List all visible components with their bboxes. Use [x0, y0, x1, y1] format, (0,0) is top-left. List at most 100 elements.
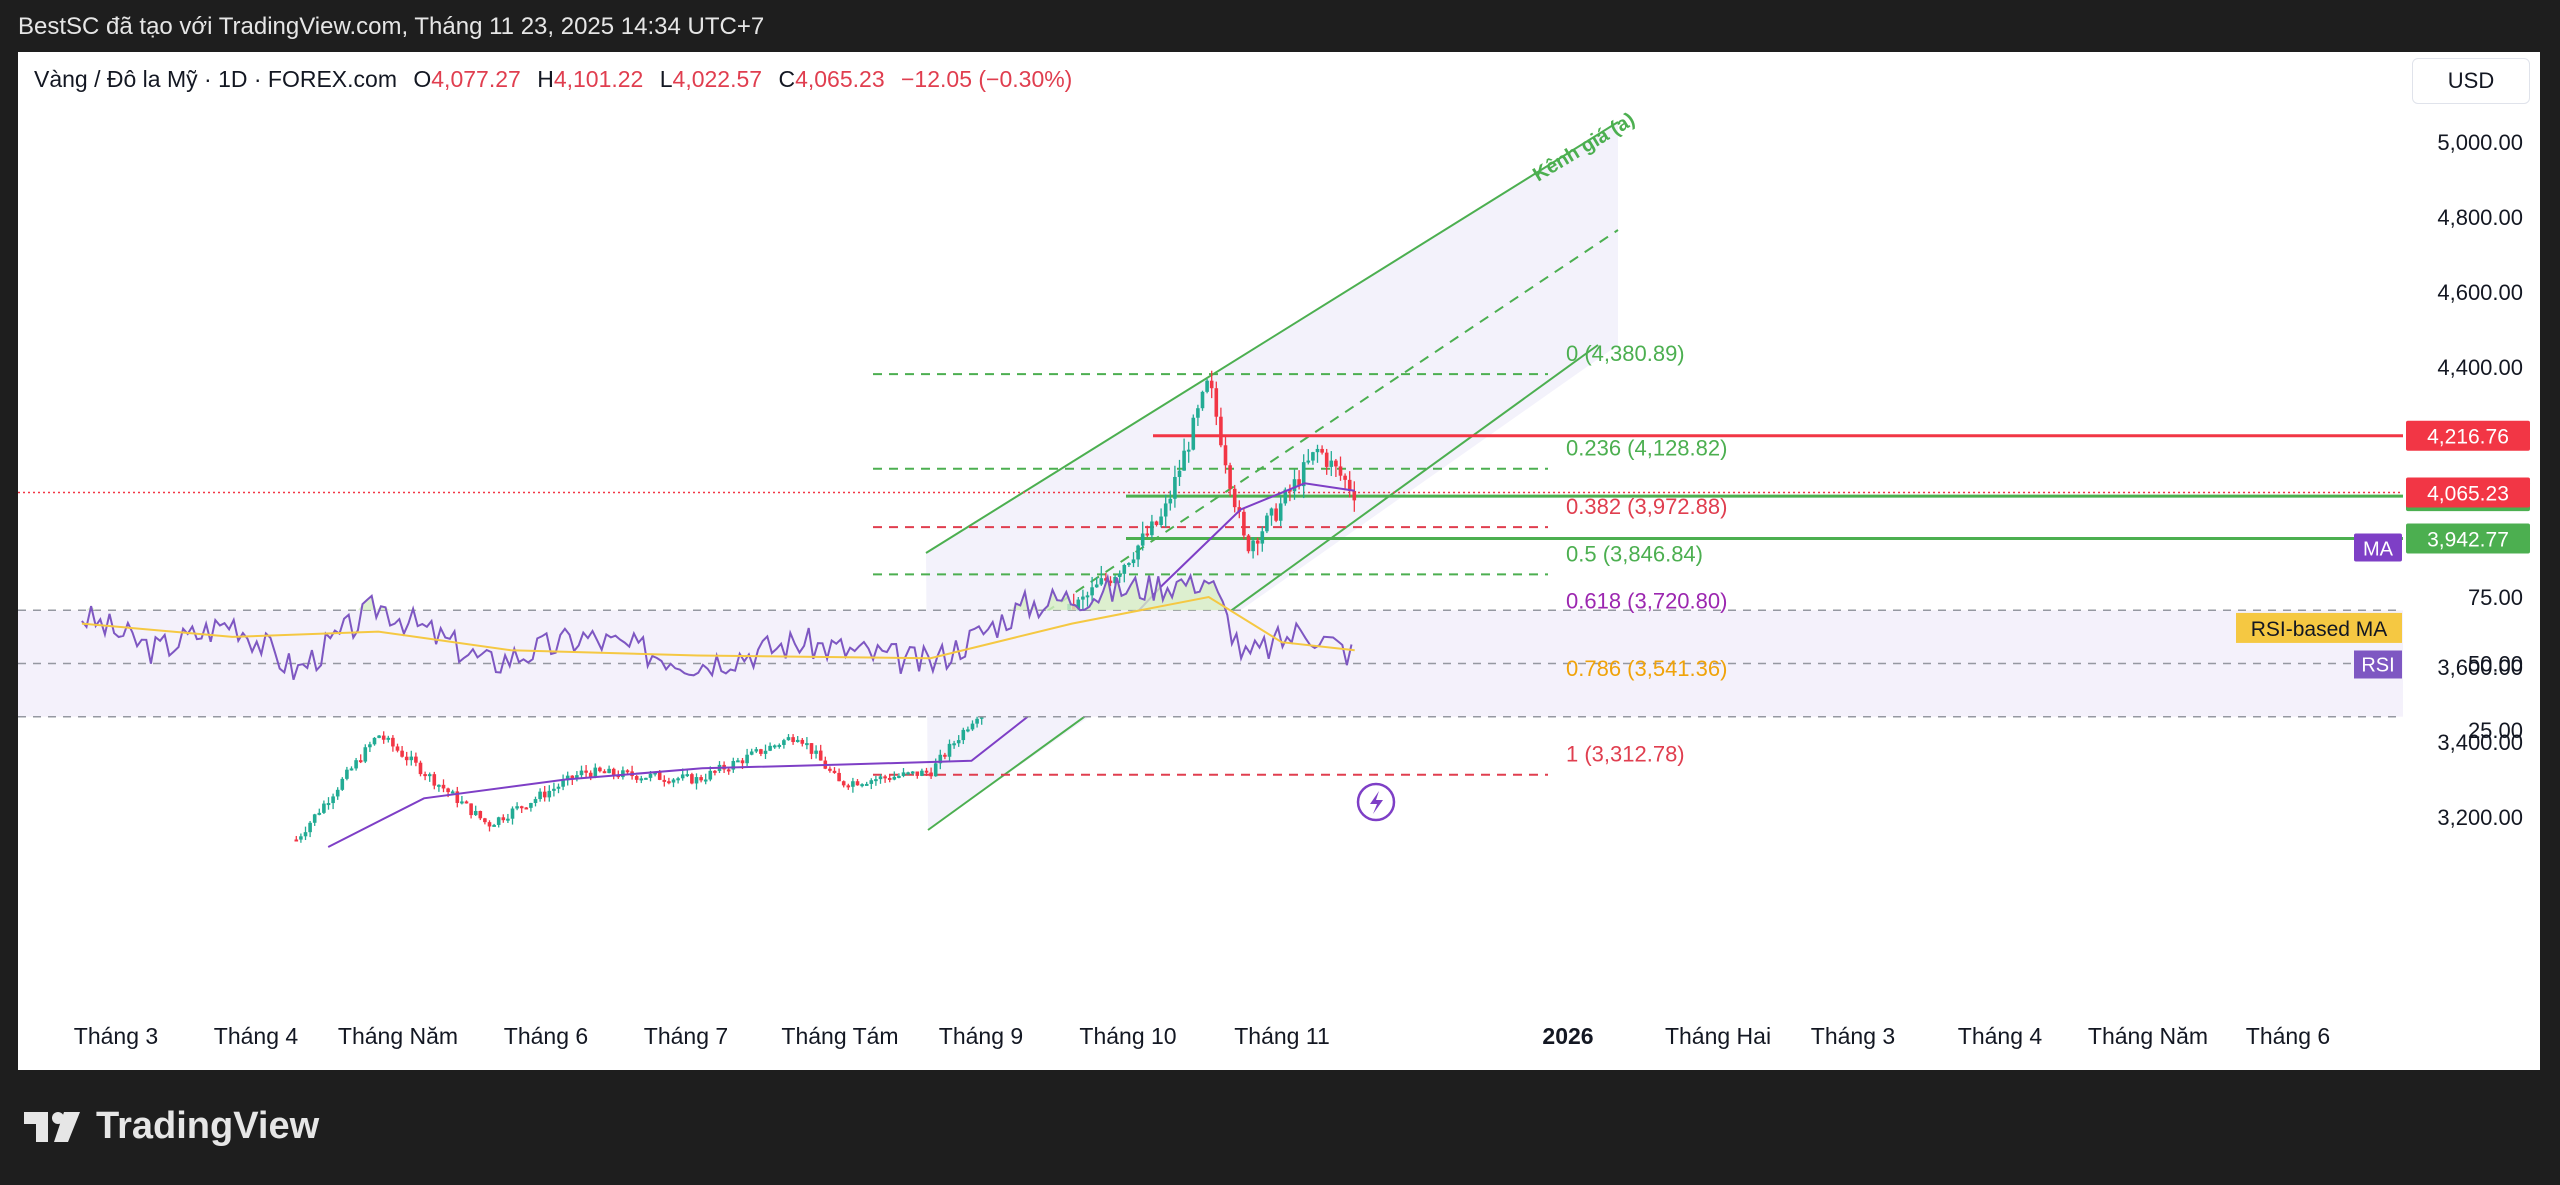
open-value: 4,077.27	[431, 66, 521, 92]
candle-body-197	[1200, 391, 1205, 409]
candle-body-14	[358, 760, 363, 763]
candle-body-57	[556, 786, 561, 789]
time-tick-3: Tháng 6	[504, 1023, 588, 1049]
candle-body-32	[441, 784, 446, 789]
candle-body-36	[460, 801, 464, 804]
candle-body-27	[418, 762, 423, 775]
candle-body-192	[1177, 470, 1182, 477]
low-label: L	[659, 66, 673, 92]
candle-body-139	[933, 763, 938, 777]
chart-panel[interactable]: Kênh giá (a) 0 (4,380.89) 0.236 (4,128.82…	[18, 52, 2540, 1070]
candle-body-88	[699, 777, 703, 781]
candle-body-224	[1324, 452, 1329, 467]
candle-body-59	[565, 775, 570, 781]
candle-body-45	[501, 817, 506, 821]
candle-body-63	[584, 770, 588, 773]
candle-body-113	[814, 750, 818, 754]
candle-body-10	[340, 778, 345, 790]
candle-body-126	[874, 779, 878, 782]
candle-body-221	[1311, 452, 1315, 461]
candle-body-82	[671, 779, 676, 783]
candle-body-127	[878, 776, 883, 780]
rsi-tag-text: RSI	[2361, 655, 2394, 677]
candle-body-97	[740, 760, 745, 764]
candle-body-229	[1347, 479, 1352, 491]
candle-body-78	[653, 772, 657, 775]
candle-body-219	[1301, 462, 1306, 487]
candle-body-108	[791, 737, 795, 743]
candle-body-101	[759, 749, 763, 754]
candle-body-180	[1122, 564, 1127, 574]
candle-body-140	[938, 754, 943, 764]
open-label: O	[413, 66, 432, 92]
candle-body-142	[947, 743, 952, 757]
candle-body-2	[303, 832, 308, 837]
candle-body-13	[354, 760, 358, 769]
time-tick-1: Tháng 4	[214, 1023, 299, 1049]
time-tick-2: Tháng Năm	[338, 1023, 458, 1049]
candle-body-111	[805, 743, 809, 746]
candle-body-62	[579, 770, 584, 776]
candle-body-98	[745, 754, 749, 764]
candle-body-65	[593, 767, 598, 778]
tradingview-logo[interactable]: TradingView	[22, 1105, 319, 1148]
candle-body-148	[975, 718, 979, 724]
candle-body-207	[1246, 535, 1251, 552]
time-tick-10: Tháng Hai	[1665, 1023, 1771, 1049]
time-tick-12: Tháng 4	[1958, 1023, 2043, 1049]
candle-body-44	[496, 817, 501, 825]
candle-body-200	[1214, 388, 1219, 417]
candle-body-212	[1269, 508, 1274, 516]
candle-body-17	[372, 737, 377, 745]
candle-body-130	[892, 776, 897, 780]
price-tick-3-400-00: 3,400.00	[2437, 730, 2523, 755]
candle-body-117	[832, 770, 837, 773]
candle-body-96	[736, 760, 740, 763]
candle-body-145	[961, 729, 966, 741]
price-channel-fill	[926, 122, 1618, 830]
candle-body-15	[363, 747, 368, 762]
channel-upper-line	[925, 121, 1619, 554]
candle-body-202	[1223, 445, 1228, 466]
candle-body-35	[455, 791, 460, 803]
candle-body-118	[837, 772, 841, 782]
candle-body-83	[676, 778, 680, 781]
candle-body-56	[552, 788, 556, 791]
candle-body-186	[1150, 521, 1154, 536]
candle-body-177	[1108, 580, 1113, 584]
candle-body-120	[846, 785, 851, 788]
symbol-name[interactable]: Vàng / Đô la Mỹ · 1D · FOREX.com	[34, 66, 397, 92]
last-price-tag	[2406, 477, 2530, 508]
candle-body-109	[795, 739, 800, 743]
last-price-tag-text: 4,065.23	[2427, 483, 2509, 506]
chart-svg[interactable]: Kênh giá (a) 0 (4,380.89)0.236 (4,128.82…	[18, 52, 2540, 1070]
rsi-ma-line	[81, 595, 1355, 660]
currency-button[interactable]: USD	[2412, 58, 2530, 104]
candle-body-20	[386, 737, 391, 740]
candle-body-106	[782, 740, 786, 745]
time-tick-0: Tháng 3	[74, 1023, 158, 1049]
candle-body-185	[1145, 533, 1150, 536]
candle-body-184	[1140, 533, 1145, 546]
candle-body-196	[1196, 408, 1200, 418]
price-tick-3-600-00: 3,600.00	[2437, 655, 2523, 680]
candle-body-182	[1131, 559, 1136, 564]
candle-body-39	[473, 810, 478, 816]
candle-body-91	[713, 770, 717, 773]
candle-body-203	[1228, 465, 1232, 489]
channel-mid-line	[925, 229, 1619, 693]
candle-body-208	[1251, 540, 1255, 552]
candle-body-217	[1292, 479, 1297, 492]
candle-body-220	[1306, 460, 1311, 463]
rsi-tag	[2354, 650, 2402, 679]
candle-body-214	[1278, 503, 1283, 521]
candle-body-125	[869, 780, 874, 784]
candle-body-134	[910, 771, 915, 774]
candle-body-137	[924, 770, 929, 773]
fib-label-4: 0.618 (3,720.80)	[1566, 589, 1727, 614]
close-label: C	[778, 66, 796, 92]
candle-body-54	[542, 791, 547, 798]
candle-body-23	[400, 750, 404, 757]
candle-body-29	[427, 774, 432, 777]
time-tick-11: Tháng 3	[1811, 1023, 1895, 1049]
